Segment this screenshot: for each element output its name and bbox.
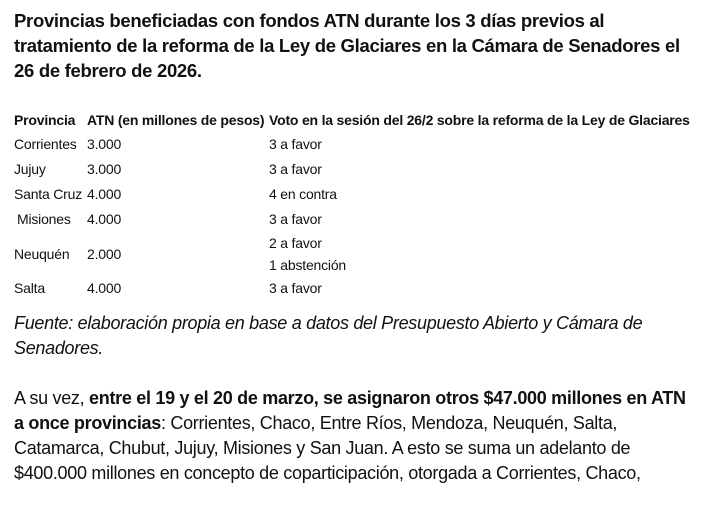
header-atn: ATN (en millones de pesos) (87, 112, 265, 128)
cell-provincia: Jujuy (14, 161, 46, 177)
cell-atn: 4.000 (87, 280, 122, 296)
voto-line: 3 a favor (269, 161, 322, 177)
voto-line: 1 abstención (269, 256, 346, 273)
paragraph-highlight: entre el 19 y el 20 de marzo, se asignar… (14, 387, 686, 433)
cell-atn: 2.000 (87, 245, 122, 262)
header-voto: Voto en la sesión del 26/2 sobre la refo… (269, 112, 690, 128)
cell-provincia: Salta (14, 280, 45, 296)
voto-line: 2 a favor (269, 234, 322, 251)
cell-provincia: Misiones (17, 211, 71, 227)
cell-voto: 3 a favor (269, 132, 692, 157)
voto-line: 4 en contra (269, 186, 337, 202)
table-row: Misiones 4.000 3 a favor (14, 207, 692, 232)
cell-provincia: Santa Cruz (14, 186, 83, 202)
cell-provincia: Neuquén (14, 245, 70, 262)
table-header-row: Provincia ATN (en millones de pesos) Vot… (14, 109, 692, 132)
cell-atn: 3.000 (87, 161, 122, 177)
paragraph-intro: A su vez, (14, 387, 90, 408)
table-row: Salta 4.000 3 a favor (14, 276, 692, 301)
cell-atn: 4.000 (87, 186, 122, 202)
table-row: Corrientes 3.000 3 a favor (14, 132, 692, 157)
source-note: Fuente: elaboración propia en base a dat… (14, 312, 643, 358)
voto-line: 3 a favor (269, 280, 322, 296)
article: Provincias beneficiadas con fondos ATN d… (14, 8, 692, 486)
cell-provincia: Corrientes (14, 136, 77, 152)
cell-voto: 3 a favor (269, 207, 692, 232)
cell-voto: 3 a favor (269, 157, 692, 182)
body-paragraph: A su vez, entre el 19 y el 20 de marzo, … (14, 386, 692, 486)
table-row: Santa Cruz 4.000 4 en contra (14, 182, 692, 207)
cell-atn: 4.000 (87, 211, 122, 227)
atn-table: Provincia ATN (en millones de pesos) Vot… (14, 109, 692, 301)
table-row: Jujuy 3.000 3 a favor (14, 157, 692, 182)
table-title: Provincias beneficiadas con fondos ATN d… (14, 10, 680, 81)
cell-voto: 3 a favor (269, 276, 692, 301)
voto-line: 3 a favor (269, 211, 322, 227)
cell-atn: 3.000 (87, 136, 122, 152)
table-row: Neuquén 2.000 2 a favor 1 abstención (14, 232, 692, 276)
cell-voto: 2 a favor 1 abstención (269, 232, 692, 276)
paragraph-rest: : Corrientes, Chaco, Entre Ríos, Mendoza… (14, 412, 641, 483)
cell-voto: 4 en contra (269, 182, 692, 207)
voto-line: 3 a favor (269, 136, 322, 152)
header-provincia: Provincia (14, 112, 76, 128)
